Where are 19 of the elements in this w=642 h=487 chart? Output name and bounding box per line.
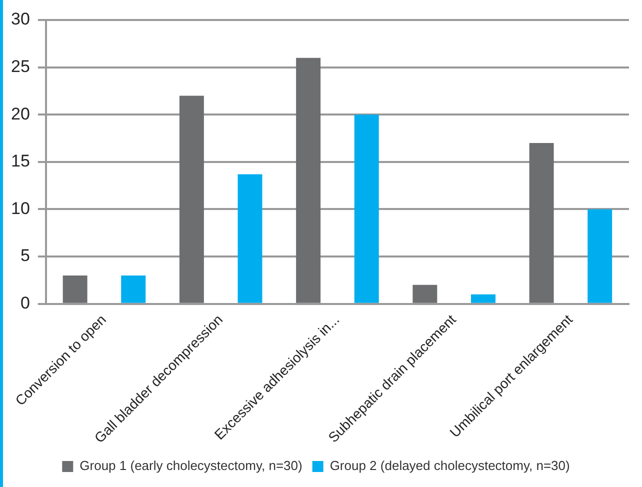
bar (588, 209, 612, 303)
legend-label: Group 2 (delayed cholecystectomy, n=30) (330, 458, 570, 474)
bar (121, 275, 146, 303)
legend-label: Group 1 (early cholecystectomy, n=30) (80, 458, 302, 474)
y-tick-label: 5 (20, 246, 30, 266)
bar (296, 58, 321, 303)
bar (238, 174, 262, 303)
y-tick-label: 15 (10, 152, 30, 171)
bar (179, 96, 204, 303)
y-tick-label: 10 (10, 198, 30, 218)
y-tick-label: 30 (10, 10, 30, 29)
bar (529, 143, 554, 303)
y-tick-label: 20 (10, 104, 30, 124)
bar (354, 114, 379, 303)
bar (62, 275, 88, 303)
bar (412, 284, 438, 303)
y-tick-label: 25 (10, 57, 30, 76)
y-tick-label: 0 (20, 294, 30, 313)
bar (470, 294, 496, 303)
